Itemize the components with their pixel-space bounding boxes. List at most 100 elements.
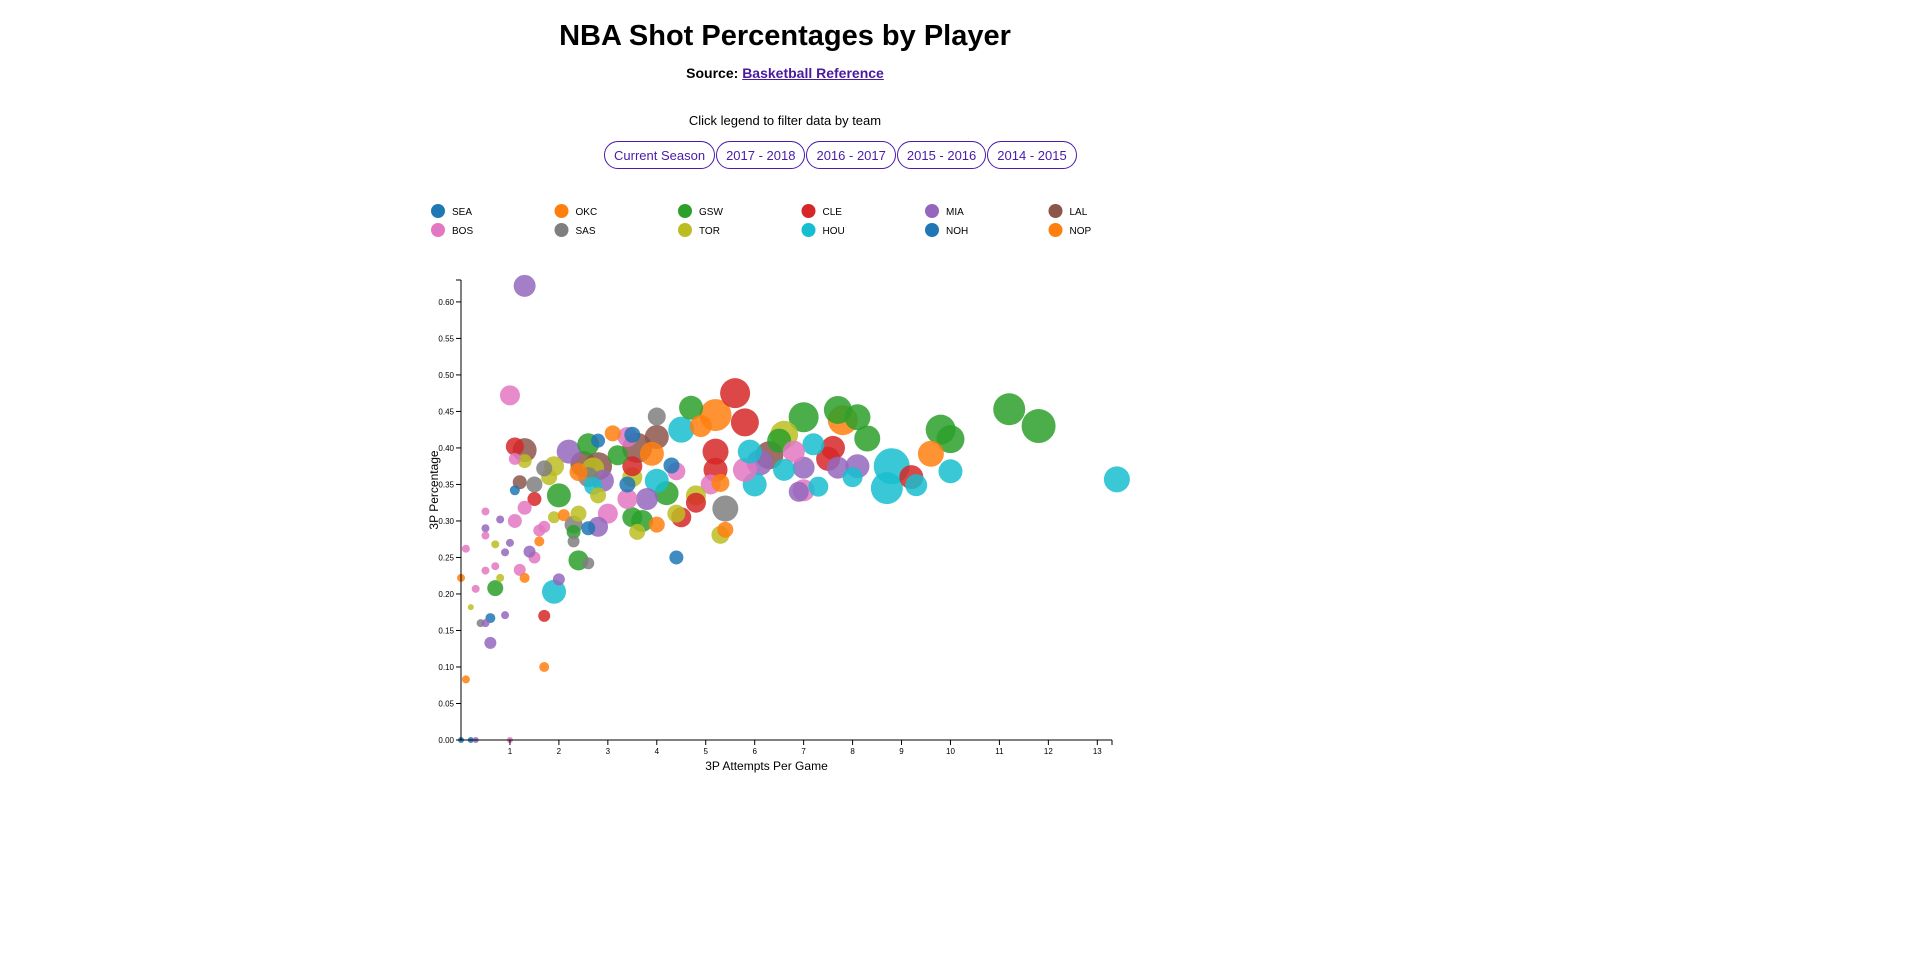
data-point-sas[interactable] xyxy=(567,535,580,548)
season-button-2016-2017[interactable]: 2016 - 2017 xyxy=(806,141,896,169)
legend-item-gsw[interactable]: GSW xyxy=(678,204,723,218)
legend-item-sas[interactable]: SAS xyxy=(554,223,596,237)
data-point-tor[interactable] xyxy=(548,511,560,524)
data-point-bos[interactable] xyxy=(507,513,522,528)
data-point-hou[interactable] xyxy=(1103,466,1130,493)
data-point-hou[interactable] xyxy=(668,416,695,443)
data-point-sea[interactable] xyxy=(591,433,606,448)
data-point-cle[interactable] xyxy=(685,492,706,513)
data-point-hou[interactable] xyxy=(737,439,762,464)
data-point-mia[interactable] xyxy=(556,439,581,464)
data-point-hou[interactable] xyxy=(842,467,863,488)
data-point-hou[interactable] xyxy=(802,433,825,456)
data-point-mia[interactable] xyxy=(513,274,536,297)
data-point-sea[interactable] xyxy=(509,485,520,496)
data-point-mia[interactable] xyxy=(484,636,497,649)
season-button-2017-2018[interactable]: 2017 - 2018 xyxy=(716,141,806,169)
data-point-tor[interactable] xyxy=(491,540,500,549)
data-point-okc[interactable] xyxy=(711,473,730,492)
data-point-tor[interactable] xyxy=(570,505,587,522)
season-button-2015-2016[interactable]: 2015 - 2016 xyxy=(896,141,987,169)
data-point-cle[interactable] xyxy=(505,437,524,456)
data-point-okc[interactable] xyxy=(689,415,712,438)
data-point-tor[interactable] xyxy=(590,487,607,504)
data-point-cle[interactable] xyxy=(538,609,551,622)
data-point-gsw[interactable] xyxy=(844,404,871,431)
data-point-bos[interactable] xyxy=(517,500,532,515)
data-point-tor[interactable] xyxy=(517,454,532,469)
data-point-okc[interactable] xyxy=(461,675,470,684)
data-point-cle[interactable] xyxy=(527,492,542,507)
data-point-hou[interactable] xyxy=(870,472,903,505)
legend-item-okc[interactable]: OKC xyxy=(554,204,598,218)
data-point-tor[interactable] xyxy=(496,573,505,582)
data-point-bos[interactable] xyxy=(508,452,521,465)
legend-item-mia[interactable]: MIA xyxy=(925,204,964,218)
season-button-current[interactable]: Current Season xyxy=(604,141,716,169)
data-point-okc[interactable] xyxy=(539,661,550,672)
data-point-cle[interactable] xyxy=(730,408,759,437)
data-point-okc[interactable] xyxy=(519,572,530,583)
data-point-gsw[interactable] xyxy=(679,395,704,420)
data-point-gsw[interactable] xyxy=(936,425,965,454)
data-point-gsw[interactable] xyxy=(622,507,643,528)
data-point-gsw[interactable] xyxy=(788,402,819,433)
source-link[interactable]: Basketball Reference xyxy=(742,65,884,81)
data-point-bos[interactable] xyxy=(461,544,470,553)
data-point-hou[interactable] xyxy=(905,474,928,497)
data-point-sea[interactable] xyxy=(624,426,641,443)
data-point-mia[interactable] xyxy=(496,515,505,524)
data-point-bos[interactable] xyxy=(538,520,551,533)
data-point-bos[interactable] xyxy=(491,562,500,571)
data-point-bos[interactable] xyxy=(732,457,757,482)
data-point-gsw[interactable] xyxy=(607,445,628,466)
data-point-mia[interactable] xyxy=(523,545,536,558)
data-point-sas[interactable] xyxy=(536,460,553,477)
data-point-cle[interactable] xyxy=(720,378,751,409)
data-point-cle[interactable] xyxy=(622,456,643,477)
data-point-bos[interactable] xyxy=(499,385,520,406)
data-point-gsw[interactable] xyxy=(566,524,581,539)
legend-item-lal[interactable]: LAL xyxy=(1048,204,1088,218)
data-point-sea[interactable] xyxy=(581,521,596,536)
data-point-bos[interactable] xyxy=(481,507,490,516)
data-point-sas[interactable] xyxy=(526,476,543,493)
data-point-tor[interactable] xyxy=(667,504,686,523)
data-point-okc[interactable] xyxy=(917,440,944,467)
data-point-mia[interactable] xyxy=(788,481,809,502)
data-point-mia[interactable] xyxy=(501,548,510,557)
data-point-tor[interactable] xyxy=(629,523,646,540)
data-point-sea[interactable] xyxy=(619,476,636,493)
data-point-hou[interactable] xyxy=(808,476,829,497)
data-point-okc[interactable] xyxy=(534,536,545,547)
data-point-hou[interactable] xyxy=(938,459,963,484)
data-point-hou[interactable] xyxy=(542,579,566,604)
data-point-sea[interactable] xyxy=(669,550,684,565)
data-point-sea[interactable] xyxy=(663,457,680,474)
data-point-sas[interactable] xyxy=(582,557,595,570)
legend-item-nop[interactable]: NOP xyxy=(1048,223,1092,237)
data-point-bos[interactable] xyxy=(481,531,490,540)
data-point-okc[interactable] xyxy=(569,463,588,482)
data-point-okc[interactable] xyxy=(604,425,621,442)
data-point-mia[interactable] xyxy=(481,524,490,533)
data-point-bos[interactable] xyxy=(471,584,480,593)
legend-item-bos[interactable]: BOS xyxy=(431,223,473,237)
legend-item-hou[interactable]: HOU xyxy=(801,223,845,237)
data-point-okc[interactable] xyxy=(557,509,570,522)
data-point-sas[interactable] xyxy=(647,407,666,426)
data-point-bos[interactable] xyxy=(481,566,490,575)
legend-item-cle[interactable]: CLE xyxy=(801,204,843,218)
data-point-gsw[interactable] xyxy=(487,580,504,597)
data-point-mia[interactable] xyxy=(636,488,658,511)
data-point-mia[interactable] xyxy=(481,619,490,628)
data-point-mia[interactable] xyxy=(552,573,565,586)
data-point-okc[interactable] xyxy=(648,516,665,533)
data-point-bos[interactable] xyxy=(513,563,526,576)
data-point-okc[interactable] xyxy=(639,441,664,466)
data-point-okc[interactable] xyxy=(717,521,734,538)
data-point-sas[interactable] xyxy=(712,495,739,522)
data-point-mia[interactable] xyxy=(505,538,514,547)
legend-item-sea[interactable]: SEA xyxy=(431,204,472,218)
legend-item-noh[interactable]: NOH xyxy=(925,223,968,237)
